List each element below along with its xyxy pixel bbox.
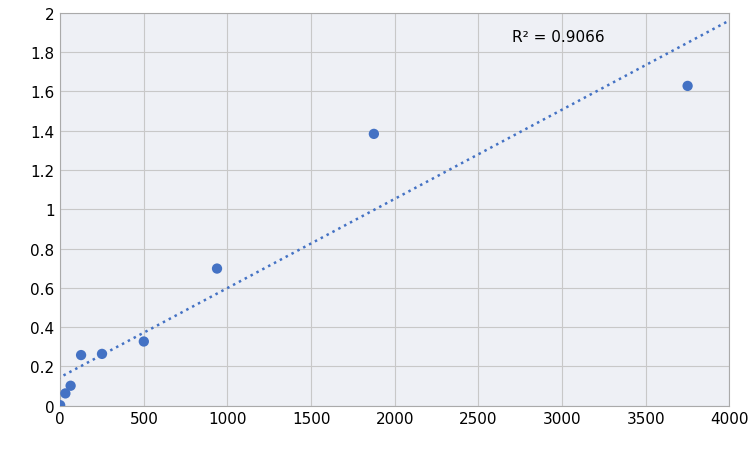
Point <box>96 350 108 358</box>
Point <box>59 390 71 397</box>
Point <box>138 338 150 345</box>
Point <box>65 382 77 390</box>
Point <box>211 265 223 272</box>
Point <box>681 83 693 90</box>
Text: R² = 0.9066: R² = 0.9066 <box>512 30 605 45</box>
Point <box>368 131 380 138</box>
Point <box>54 402 66 409</box>
Point <box>75 352 87 359</box>
